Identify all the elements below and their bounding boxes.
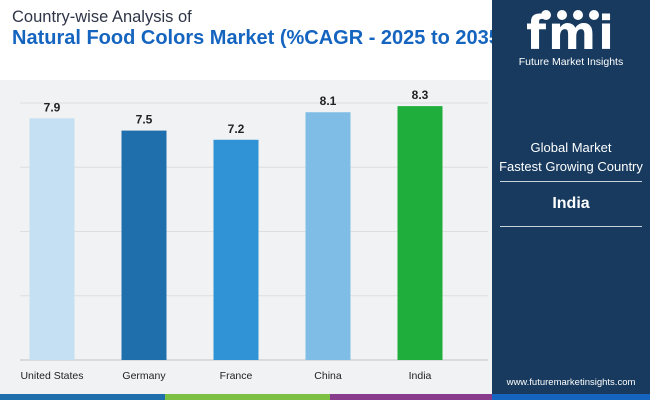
bar-china [305, 112, 351, 360]
separator-top [500, 181, 642, 182]
data-label: 8.1 [320, 94, 337, 108]
highlight-country: India [552, 195, 590, 212]
bar-india [397, 106, 443, 360]
logo-text: Future Market Insights [518, 56, 624, 68]
data-label: 7.9 [44, 100, 61, 114]
header: Country-wise Analysis of Natural Food Co… [0, 0, 507, 80]
global-market-label: Global Market [530, 140, 612, 155]
bar-germany [121, 130, 167, 360]
x-tick-label: United States [20, 370, 83, 382]
sidebar: fmi Future Market Insights Global Market… [492, 0, 650, 394]
bar-france [213, 139, 259, 360]
x-tick-label: France [220, 370, 253, 382]
fastest-growing-label: Fastest Growing Country [499, 159, 643, 174]
strip-segment-3 [330, 394, 492, 400]
fmi-logo: fmi Future Market Insights [492, 6, 650, 74]
x-tick-label: China [314, 370, 342, 382]
logo-icons [541, 10, 599, 20]
logo-letters: fmi [526, 6, 616, 60]
chart-title-line1: Country-wise Analysis of [12, 8, 192, 26]
data-label: 8.3 [412, 88, 429, 102]
strip-segment-4 [492, 394, 650, 400]
website-link[interactable]: www.futuremarketinsights.com [506, 377, 636, 388]
bar-chart: 7.9 United States 7.5 Germany 7.2 France 8.1 Ch… [20, 88, 488, 382]
separator-bottom [500, 226, 642, 227]
chart-title-line2: Natural Food Colors Market (%CAGR - 2025… [12, 27, 507, 49]
strip-segment-1 [0, 394, 165, 400]
bar-united-states [29, 118, 75, 360]
bottom-color-strip [0, 394, 650, 400]
x-tick-label: Germany [122, 370, 166, 382]
strip-segment-2 [165, 394, 330, 400]
x-tick-label: India [409, 370, 432, 382]
data-label: 7.5 [136, 113, 153, 127]
data-label: 7.2 [228, 122, 245, 136]
